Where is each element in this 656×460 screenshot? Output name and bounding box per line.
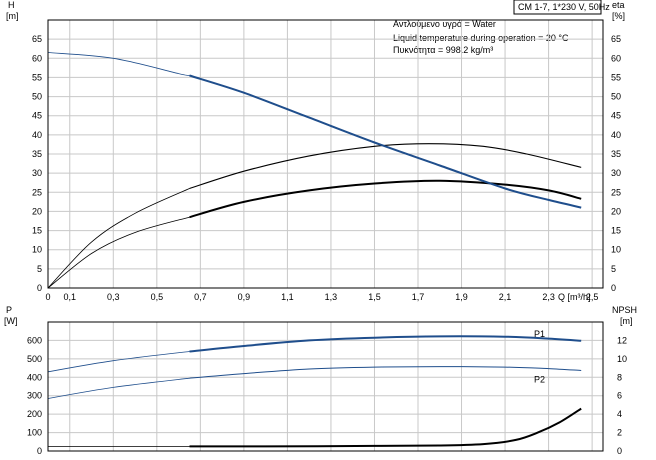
h-tick-label: 40 bbox=[32, 130, 42, 140]
eta-tick-label: 10 bbox=[611, 245, 621, 255]
p-tick-label: 200 bbox=[27, 409, 42, 419]
p-axis-unit: P bbox=[6, 305, 12, 315]
h-tick-label: 10 bbox=[32, 245, 42, 255]
p-tick-label: 400 bbox=[27, 372, 42, 382]
bottom-panel-frame bbox=[47, 321, 604, 452]
npsh-axis-unit: NPSH bbox=[612, 305, 637, 315]
efficiency-curve-2 bbox=[189, 179, 582, 219]
series-label-p1: P1 bbox=[534, 329, 545, 339]
power-curve-p2 bbox=[189, 366, 582, 379]
eta-tick-label: 55 bbox=[611, 72, 621, 82]
info-line-fluid: Αντλούμενο υγρό = Water bbox=[393, 19, 496, 29]
h-tick-label: 0 bbox=[37, 283, 42, 293]
x-tick-label: 0,9 bbox=[238, 292, 251, 302]
h-tick-label: 35 bbox=[32, 149, 42, 159]
x-tick-label: 0,7 bbox=[194, 292, 207, 302]
p-tick-label: 300 bbox=[27, 391, 42, 401]
x-tick-label: 1,5 bbox=[368, 292, 381, 302]
series-label-p2: P2 bbox=[534, 374, 545, 384]
x-tick-label: 2,1 bbox=[499, 292, 512, 302]
top-panel-frame bbox=[47, 19, 604, 289]
efficiency-curve-1 bbox=[189, 143, 582, 190]
h-axis-unit-bracket: [m] bbox=[6, 11, 19, 21]
head-curve-extended bbox=[47, 52, 190, 76]
info-line-density: Πυκνότητα = 998.2 kg/m³ bbox=[393, 45, 493, 55]
eta-axis-unit-bracket: [%] bbox=[612, 11, 625, 21]
efficiency-curve-2-extended bbox=[47, 216, 190, 289]
p-tick-label: 0 bbox=[37, 446, 42, 456]
h-tick-label: 15 bbox=[32, 226, 42, 236]
head-curve bbox=[189, 74, 582, 209]
p-tick-label: 500 bbox=[27, 354, 42, 364]
eta-tick-label: 45 bbox=[611, 111, 621, 121]
p-tick-label: 600 bbox=[27, 335, 42, 345]
npsh-curve bbox=[189, 407, 582, 448]
eta-tick-label: 25 bbox=[611, 187, 621, 197]
x-tick-label: 2,3 bbox=[542, 292, 555, 302]
model-label: CM 1-7, 1*230 V, 50Hz bbox=[518, 2, 610, 12]
npsh-tick-label: 10 bbox=[617, 354, 627, 364]
q-axis-label: Q [m³/h] bbox=[558, 292, 591, 302]
eta-tick-label: 20 bbox=[611, 206, 621, 216]
x-tick-label: 1,3 bbox=[325, 292, 338, 302]
npsh-tick-label: 6 bbox=[617, 391, 622, 401]
h-tick-label: 30 bbox=[32, 168, 42, 178]
p-tick-label: 100 bbox=[27, 428, 42, 438]
power-curve-p2-extended bbox=[47, 377, 190, 399]
x-tick-label: 0 bbox=[45, 292, 50, 302]
x-tick-label: 2,5 bbox=[586, 292, 599, 302]
h-tick-label: 55 bbox=[32, 72, 42, 82]
eta-tick-label: 40 bbox=[611, 130, 621, 140]
eta-axis-unit: eta bbox=[612, 0, 625, 10]
h-tick-label: 25 bbox=[32, 187, 42, 197]
x-tick-label: 1,7 bbox=[412, 292, 425, 302]
eta-tick-label: 65 bbox=[611, 34, 621, 44]
npsh-tick-label: 4 bbox=[617, 409, 622, 419]
eta-tick-label: 5 bbox=[611, 264, 616, 274]
h-tick-label: 20 bbox=[32, 206, 42, 216]
efficiency-curve-1-extended bbox=[47, 188, 190, 289]
h-tick-label: 60 bbox=[32, 53, 42, 63]
h-tick-label: 65 bbox=[32, 34, 42, 44]
h-tick-label: 50 bbox=[32, 92, 42, 102]
power-curve-p1 bbox=[189, 335, 582, 353]
npsh-tick-label: 12 bbox=[617, 335, 627, 345]
h-tick-label: 5 bbox=[37, 264, 42, 274]
info-line-temperature: Liquid temperature during operation = 20… bbox=[393, 33, 569, 43]
npsh-axis-unit-bracket: [m] bbox=[620, 316, 633, 326]
eta-tick-label: 0 bbox=[611, 283, 616, 293]
x-tick-label: 0,5 bbox=[151, 292, 164, 302]
p-axis-unit-bracket: [W] bbox=[4, 316, 18, 326]
eta-tick-label: 15 bbox=[611, 226, 621, 236]
model-box bbox=[513, 0, 602, 15]
x-tick-label: 0,1 bbox=[64, 292, 77, 302]
power-curve-p1-extended bbox=[47, 351, 190, 373]
eta-tick-label: 30 bbox=[611, 168, 621, 178]
eta-tick-label: 50 bbox=[611, 92, 621, 102]
x-tick-label: 0,3 bbox=[107, 292, 120, 302]
eta-tick-label: 60 bbox=[611, 53, 621, 63]
x-tick-label: 1,9 bbox=[455, 292, 468, 302]
npsh-tick-label: 0 bbox=[617, 446, 622, 456]
h-axis-unit: H bbox=[8, 0, 15, 10]
x-tick-label: 1,1 bbox=[281, 292, 294, 302]
eta-tick-label: 35 bbox=[611, 149, 621, 159]
npsh-tick-label: 2 bbox=[617, 428, 622, 438]
npsh-tick-label: 8 bbox=[617, 372, 622, 382]
h-tick-label: 45 bbox=[32, 111, 42, 121]
